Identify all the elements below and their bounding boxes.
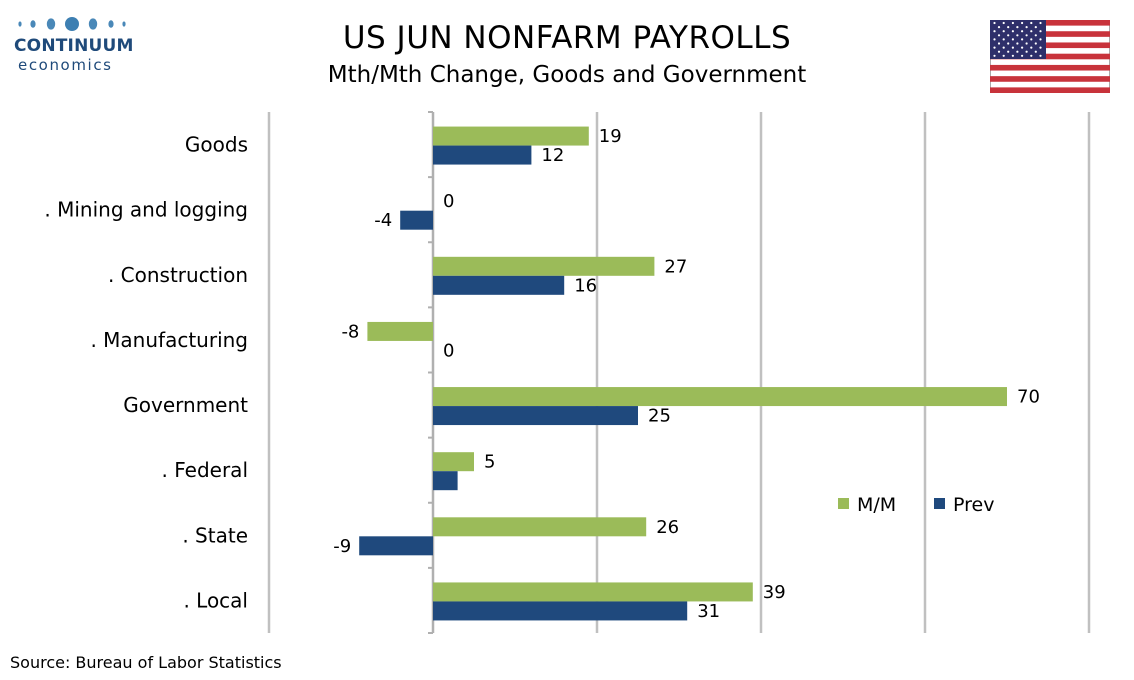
- data-label: 26: [656, 517, 679, 538]
- data-label: 16: [574, 275, 597, 296]
- category-label: Goods: [185, 133, 248, 157]
- data-label: 0: [443, 191, 454, 212]
- legend-label: Prev: [953, 494, 994, 516]
- data-label: 0: [443, 340, 454, 361]
- us-flag-icon: [990, 20, 1110, 93]
- bar-prev: [433, 406, 638, 426]
- chart-subtitle: Mth/Mth Change, Goods and Government: [327, 62, 807, 88]
- source-note: Source: Bureau of Labor Statistics: [10, 653, 282, 672]
- data-label: 19: [599, 126, 622, 147]
- category-label: . Federal: [162, 458, 248, 482]
- chart-title: US JUN NONFARM PAYROLLS: [342, 20, 792, 56]
- bar-mm: [433, 582, 753, 602]
- brand-logo: CONTINUUM economics: [14, 16, 134, 76]
- category-label: Government: [123, 393, 248, 417]
- logo-dots-icon: [18, 17, 126, 31]
- bar-prev: [359, 536, 433, 556]
- bar-prev: [433, 601, 688, 621]
- legend-swatch: [934, 498, 945, 509]
- brand-name: CONTINUUM: [14, 36, 134, 56]
- category-label: . Manufacturing: [90, 328, 248, 352]
- bar-prev: [433, 275, 565, 295]
- bar-mm: [433, 126, 589, 146]
- data-label: 12: [541, 145, 564, 166]
- bar-mm: [433, 256, 655, 276]
- bar-mm: [433, 452, 474, 472]
- legend-label: M/M: [857, 494, 896, 516]
- data-label: -4: [374, 210, 392, 231]
- category-label: . Mining and logging: [44, 198, 248, 222]
- bar-mm: [433, 517, 647, 537]
- bar-prev: [400, 210, 433, 230]
- data-label: 39: [763, 582, 786, 603]
- bar-prev: [433, 145, 532, 165]
- chart: Goods . Mining and logging . Construction.…: [44, 111, 1091, 634]
- bar-mm: [367, 321, 433, 341]
- data-label: 31: [697, 601, 720, 622]
- data-label: -8: [341, 321, 359, 342]
- data-label: -9: [333, 536, 351, 557]
- bar-mm: [433, 387, 1007, 407]
- category-label: . Local: [183, 588, 248, 612]
- data-label: 25: [648, 406, 671, 427]
- category-label: . State: [182, 523, 248, 547]
- category-label: . Construction: [108, 263, 248, 287]
- bar-prev: [433, 471, 458, 491]
- legend-swatch: [838, 498, 849, 509]
- data-label: 5: [484, 452, 495, 473]
- brand-sub: economics: [18, 56, 113, 74]
- data-label: 27: [664, 256, 687, 277]
- data-label: 70: [1017, 387, 1040, 408]
